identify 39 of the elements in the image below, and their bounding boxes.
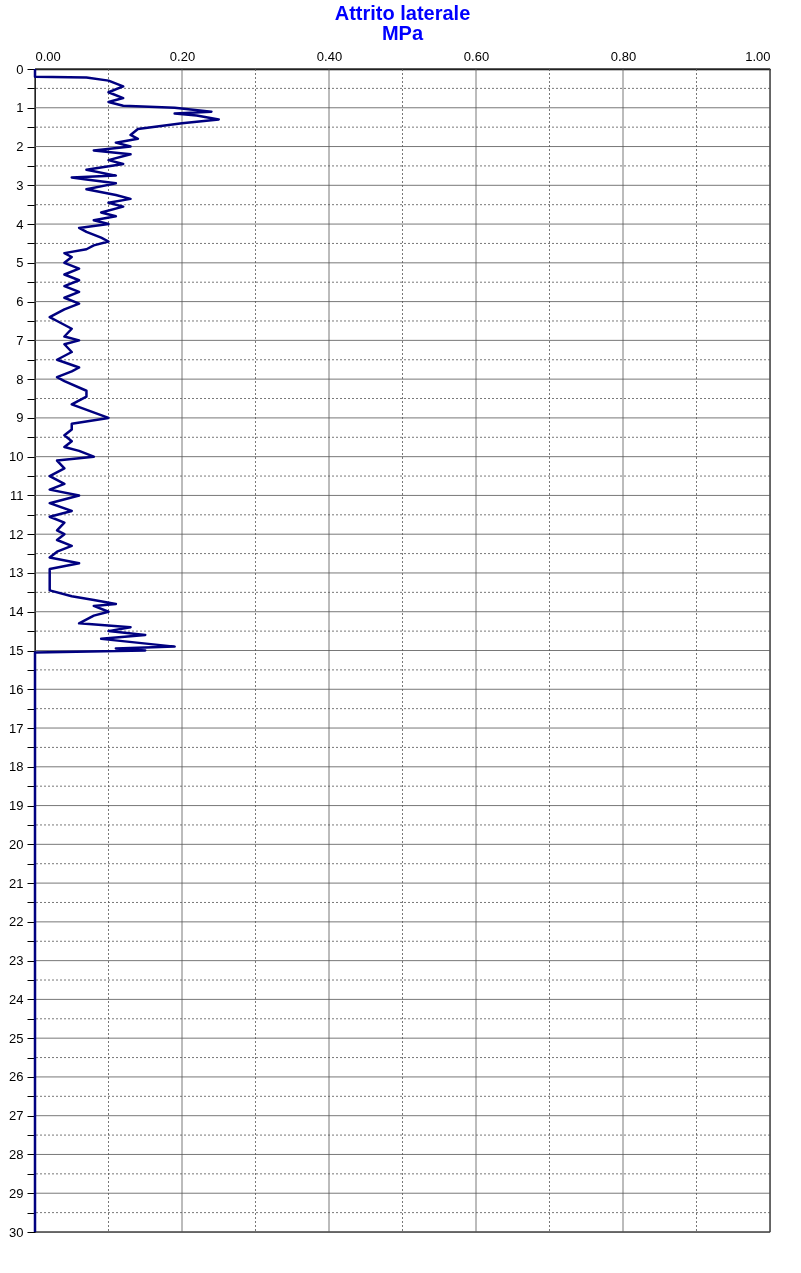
- y-tick-label: 18: [9, 759, 24, 775]
- y-tick-label: 22: [9, 914, 24, 930]
- y-tick-label: 8: [16, 371, 24, 387]
- y-tick-label: 9: [16, 410, 24, 426]
- y-tick-label: 24: [9, 991, 24, 1007]
- y-tick-label: 0: [16, 61, 24, 77]
- y-tick-label: 17: [9, 720, 24, 736]
- y-tick-label: 19: [9, 798, 24, 814]
- x-tick-label: 0.00: [35, 48, 61, 64]
- chart-title: Attrito laterale: [334, 2, 471, 24]
- y-tick-label: 13: [9, 565, 24, 581]
- y-tick-label: 20: [9, 836, 24, 852]
- y-tick-label: 5: [16, 255, 24, 271]
- y-tick-label: 16: [9, 681, 24, 697]
- y-tick-label: 29: [9, 1185, 24, 1201]
- y-tick-label: 30: [9, 1224, 24, 1240]
- y-tick-label: 27: [9, 1108, 24, 1124]
- y-tick-label: 11: [10, 487, 24, 503]
- x-tick-label: 0.20: [169, 48, 196, 64]
- y-tick-label: 28: [9, 1146, 24, 1162]
- y-tick-label: 1: [16, 100, 24, 116]
- x-tick-label: 1.00: [745, 48, 771, 64]
- y-tick-label: 26: [9, 1069, 24, 1085]
- x-tick-label: 0.40: [316, 48, 343, 64]
- y-tick-label: 3: [16, 177, 24, 193]
- y-tick-label: 14: [9, 604, 24, 620]
- x-tick-label: 0.80: [610, 48, 637, 64]
- y-tick-label: 2: [16, 139, 24, 155]
- y-tick-label: 15: [9, 643, 24, 658]
- y-tick-label: 4: [16, 216, 24, 232]
- y-tick-label: 23: [9, 953, 24, 969]
- y-tick-label: 12: [9, 526, 24, 542]
- y-tick-label: 21: [9, 875, 24, 891]
- y-tick-label: 25: [9, 1030, 24, 1046]
- x-tick-label: 0.60: [463, 48, 490, 64]
- y-tick-label: 10: [9, 449, 24, 465]
- y-tick-label: 7: [16, 332, 24, 348]
- y-tick-label: 6: [16, 294, 24, 310]
- chart-subtitle: MPa: [381, 22, 424, 44]
